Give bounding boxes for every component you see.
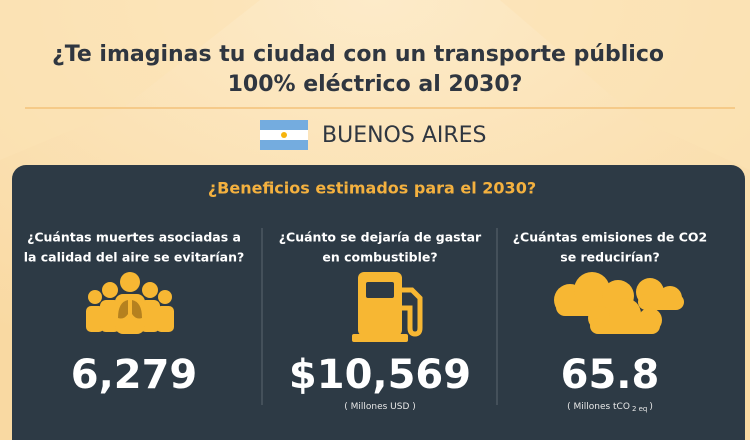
city: BUENOS AIRES — [322, 123, 487, 148]
question: en combustible? — [322, 250, 437, 265]
question: ¿Cuántas emisiones de CO2 — [513, 230, 707, 245]
question: se reducirían? — [560, 250, 660, 265]
unit-part: ( Millones USD ) — [344, 402, 416, 412]
people-icon — [86, 272, 174, 334]
unit-part: 2 eq — [632, 405, 647, 413]
metric-value: 6,279 — [71, 352, 198, 398]
metric-unit: ( Millones USD ) — [344, 402, 416, 412]
metric-value: $10,569 — [289, 352, 471, 398]
title: ¿Te imaginas tu ciudad con un transporte… — [52, 42, 664, 67]
title: 100% eléctrico al 2030? — [228, 72, 523, 97]
fuel-pump-icon — [352, 272, 423, 342]
metric-unit: ( Millones tCO 2 eq) — [567, 402, 653, 414]
cloud-icon — [554, 272, 684, 334]
panel-heading: ¿Beneficios estimados para el 2030? — [208, 179, 536, 198]
question: ¿Cuánto se dejaría de gastar — [279, 230, 482, 245]
bg-shape — [500, 0, 750, 170]
metric-value: 65.8 — [561, 352, 660, 398]
bg-shape — [0, 0, 260, 160]
question: ¿Cuántas muertes asociadas a — [27, 230, 241, 245]
unit-part: ) — [649, 402, 653, 412]
flag — [260, 120, 308, 150]
question: la calidad del aire se evitarían? — [24, 250, 245, 265]
unit-part: ( Millones tCO — [567, 402, 630, 412]
